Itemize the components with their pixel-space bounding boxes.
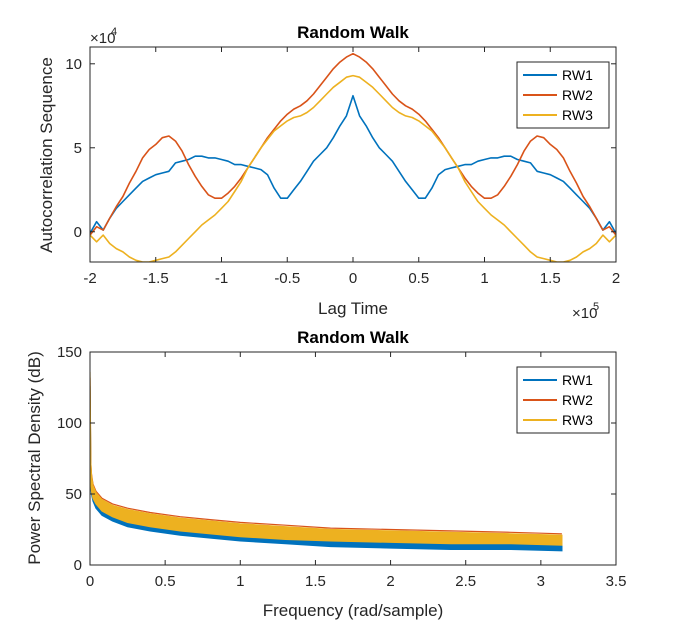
psd-x-tick-label: 2.5 [455, 573, 476, 590]
acs-plot: Random Walk -2 -1.5 -1 -0.5 0 0.5 1 1.5 2 0 5 10 L… [37, 23, 620, 322]
acs-x-tick-label: -1.5 [143, 270, 169, 287]
acs-x-tick-label: 0 [349, 270, 357, 287]
acs-y-ticks: 0 5 10 [65, 56, 616, 241]
acs-series-rw1 [90, 94, 616, 234]
psd-x-tick-label: 2 [386, 573, 394, 590]
psd-x-tick-label: 3 [537, 573, 545, 590]
psd-legend-label-rw1: RW1 [562, 372, 593, 388]
acs-x-exponent-power: 5 [593, 301, 599, 313]
acs-x-tick-label: -2 [83, 270, 96, 287]
psd-legend-label-rw2: RW2 [562, 392, 593, 408]
psd-y-tick-label: 50 [65, 486, 82, 503]
psd-title: Random Walk [297, 328, 409, 347]
psd-x-axis-label: Frequency (rad/sample) [263, 601, 443, 620]
acs-title: Random Walk [297, 23, 409, 42]
acs-y-tick-label: 10 [65, 56, 82, 73]
psd-series-rw2 [90, 377, 562, 535]
acs-y-exponent: ×10 4 [90, 26, 117, 47]
acs-series-rw2 [90, 52, 616, 236]
acs-legend-label-rw1: RW1 [562, 67, 593, 83]
psd-y-ticks: 0 50 100 150 [57, 344, 616, 574]
psd-legend: RW1 RW2 RW3 [516, 366, 610, 434]
psd-y-tick-label: 100 [57, 415, 82, 432]
acs-legend: RW1 RW2 RW3 [516, 61, 610, 129]
psd-y-axis-label: Power Spectral Density (dB) [25, 351, 44, 565]
psd-series-rw3 [90, 371, 563, 546]
psd-x-ticks: 0 0.5 1 1.5 2 2.5 3 3.5 [86, 352, 627, 590]
acs-x-tick-label: -0.5 [274, 270, 300, 287]
acs-x-tick-label: -1 [215, 270, 228, 287]
acs-x-axis-label: Lag Time [318, 299, 388, 318]
acs-y-tick-label: 0 [74, 224, 82, 241]
psd-x-tick-label: 1 [236, 573, 244, 590]
acs-y-exponent-power: 4 [111, 26, 117, 38]
psd-x-tick-label: 1.5 [305, 573, 326, 590]
psd-x-tick-label: 0.5 [155, 573, 176, 590]
acs-series-group [90, 52, 616, 262]
acs-y-tick-label: 5 [74, 140, 82, 157]
acs-x-tick-label: 0.5 [408, 270, 429, 287]
acs-legend-label-rw3: RW3 [562, 107, 593, 123]
psd-legend-label-rw3: RW3 [562, 412, 593, 428]
psd-x-tick-label: 3.5 [606, 573, 627, 590]
acs-x-ticks: -2 -1.5 -1 -0.5 0 0.5 1 1.5 2 [83, 47, 620, 287]
acs-series-rw3 [90, 74, 616, 262]
acs-x-tick-label: 1.5 [540, 270, 561, 287]
psd-y-tick-label: 150 [57, 344, 82, 361]
acs-x-tick-label: 1 [480, 270, 488, 287]
psd-plot: Random Walk 0 0.5 1 1.5 2 2.5 3 3.5 0 50 100 150 F… [25, 328, 626, 620]
acs-x-tick-label: 2 [612, 270, 620, 287]
acs-x-exponent: ×10 5 [572, 301, 599, 322]
psd-x-tick-label: 0 [86, 573, 94, 590]
acs-x-exponent-base: ×10 [572, 305, 597, 322]
acs-y-exponent-base: ×10 [90, 30, 115, 47]
acs-y-axis-label: Autocorrelation Sequence [37, 57, 56, 253]
psd-y-tick-label: 0 [74, 557, 82, 574]
psd-axes-box [89, 351, 617, 566]
psd-series-group [90, 371, 563, 552]
acs-legend-label-rw2: RW2 [562, 87, 593, 103]
